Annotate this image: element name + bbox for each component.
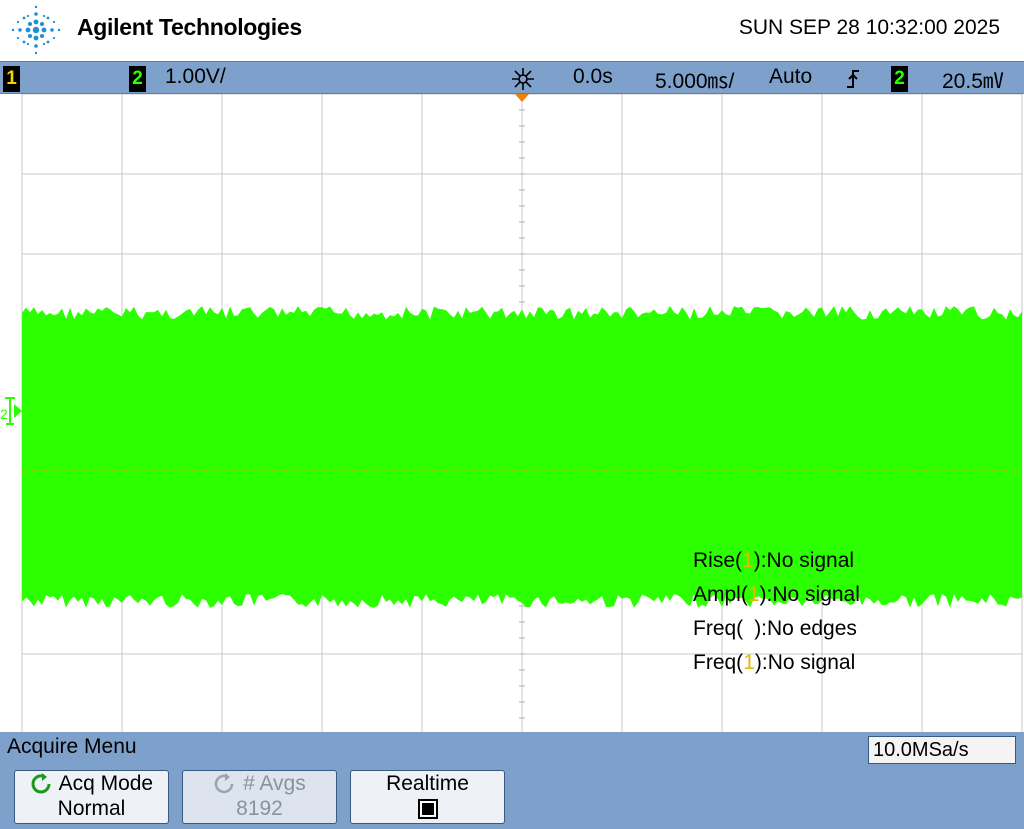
measurement-channel: 1 (742, 549, 754, 572)
avgs-label: # Avgs (243, 772, 306, 795)
status-bar: 1 2 1.00V/ 0.0s 5.000㎳/ Auto 2 20.5㎷ (0, 61, 1024, 94)
trigger-mode: Auto (769, 65, 813, 88)
acq-mode-softkey[interactable]: Acq Mode Normal (14, 770, 169, 824)
acq-mode-label: Acq Mode (58, 772, 154, 795)
measurement-result: ):No signal (754, 651, 856, 674)
channel-2-waveform (22, 306, 1022, 608)
channel-2-indicator[interactable]: 2 (129, 66, 146, 92)
measurement-name: Freq( (693, 651, 744, 674)
sample-rate: 10.0MSa/s (868, 736, 1016, 764)
measurement-channel: 1 (743, 651, 755, 674)
checkbox-icon[interactable] (417, 799, 438, 820)
measurement-line: Freq(1):No signal (693, 646, 860, 680)
trigger-source-indicator[interactable]: 2 (891, 66, 908, 92)
title-bar: Agilent Technologies SUN SEP 28 10:32:00… (0, 0, 1024, 61)
time-delay: 0.0s (573, 65, 613, 88)
acq-mode-value: Normal (57, 797, 126, 820)
measurement-line: Ampl(1):No signal (693, 578, 860, 612)
measurement-channel: 1 (747, 583, 760, 606)
rising-edge-trigger-icon (847, 70, 859, 88)
channel-1-indicator[interactable]: 1 (3, 66, 20, 92)
brand-name: Agilent Technologies (77, 14, 302, 40)
waveform-display: 2 Rise(1):No signal Ampl(1):No signal Freq… (0, 94, 1024, 732)
channel-2-ground-marker-icon (5, 397, 22, 425)
channel-2-marker-label: 2 (0, 406, 8, 422)
measurement-result: ):No signal (753, 549, 855, 572)
trigger-level: 20.5㎷ (942, 70, 1004, 93)
realtime-label: Realtime (386, 772, 469, 795)
measurement-result: ):No signal (759, 583, 860, 606)
softkey-menu: Acquire Menu 10.0MSa/s Acq Mode Normal #… (0, 732, 1024, 829)
rotate-knob-icon (214, 773, 234, 794)
agilent-spark-logo-icon (11, 5, 61, 55)
avgs-value: 8192 (236, 797, 283, 820)
measurement-line: Freq( ):No edges (693, 612, 860, 646)
trigger-position-marker-icon (515, 94, 529, 102)
menu-title: Acquire Menu (7, 735, 137, 758)
measurement-result: ):No edges (754, 617, 857, 640)
measurement-name: Rise( (693, 549, 743, 572)
measurement-name: Ampl( (693, 583, 748, 606)
time-reference-icon (512, 68, 534, 90)
date-time: SUN SEP 28 10:32:00 2025 (738, 16, 1000, 39)
avgs-softkey[interactable]: # Avgs 8192 (182, 770, 337, 824)
realtime-softkey[interactable]: Realtime (350, 770, 505, 824)
measurement-name: Freq( (693, 617, 744, 640)
channel-2-scale: 1.00V/ (165, 65, 226, 88)
rotate-knob-icon (31, 773, 51, 794)
measurement-line: Rise(1):No signal (693, 544, 860, 578)
measurements-panel: Rise(1):No signal Ampl(1):No signal Freq()… (693, 544, 860, 680)
time-scale: 5.000㎳/ (655, 70, 735, 93)
